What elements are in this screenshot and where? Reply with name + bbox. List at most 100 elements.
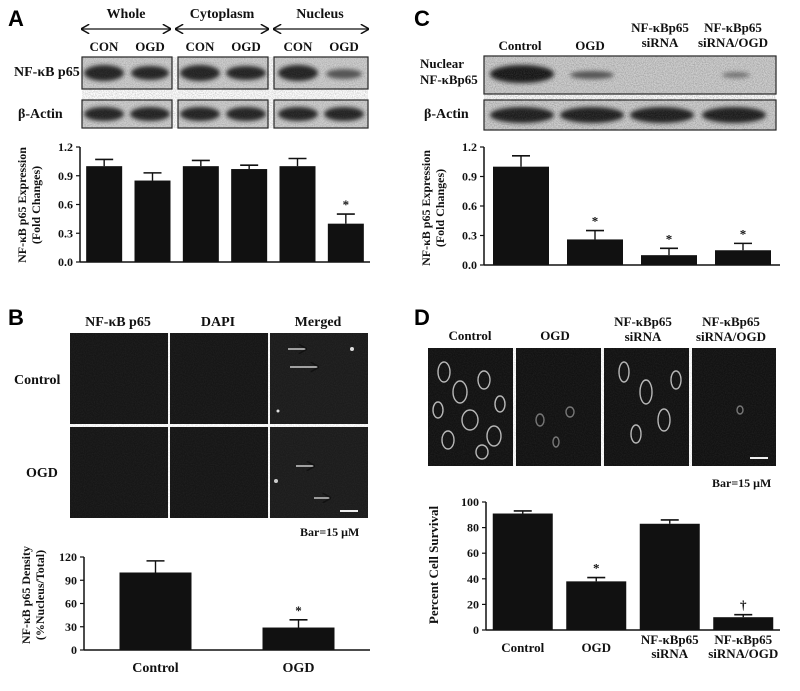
bar [566, 581, 627, 630]
y-tick-label: 60 [65, 597, 77, 611]
y-tick-label: 1.2 [462, 140, 477, 154]
group-label-whole: Whole [107, 7, 146, 22]
panel-letter-a: A [8, 6, 24, 31]
y-tick-label: 80 [467, 521, 479, 535]
column-label-control-d: Control [448, 328, 491, 343]
y-tick-label: 0 [71, 643, 77, 657]
panel-letter-d: D [414, 305, 430, 330]
bar [134, 180, 171, 262]
group-label-cytoplasm: Cytoplasm [190, 7, 255, 22]
row-label-control: Control [14, 373, 61, 388]
y-axis-label-b: NF-κB p65 Density [19, 546, 33, 644]
lane-label-sirna-ogd: NF-κBp65 siRNA/OGD [698, 20, 768, 50]
bar-chart-d: 0 20 40 60 80 100 Control * OGD NF-κBp65 siRNA † NF-… [461, 495, 780, 661]
y-tick-label: 90 [65, 573, 77, 587]
group-label-nucleus: Nucleus [296, 7, 344, 22]
column-label-nfkb: NF-κB p65 [85, 315, 151, 330]
microscopy-grid-b [70, 333, 368, 518]
bar [493, 166, 549, 265]
category-label: OGD [581, 640, 611, 655]
bar [713, 617, 774, 630]
panel-b: B NF-κB p65 DAPI Merged Control OGD Bar=… [8, 305, 370, 676]
bar [262, 627, 335, 650]
column-label-dapi: DAPI [201, 315, 235, 330]
y-tick-label: 0.0 [462, 258, 477, 272]
y-axis-label-c-unit: (Fold Changes) [433, 169, 447, 247]
y-tick-label: 60 [467, 546, 479, 560]
bar-chart-b: 0 30 60 90 120 Control * OGD [59, 550, 370, 676]
category-label: NF-κBp65 siRNA [641, 632, 699, 661]
row-label-ogd: OGD [26, 466, 58, 481]
category-label: Control [501, 640, 544, 655]
panel-letter-b: B [8, 305, 24, 330]
western-blot-a [81, 56, 369, 129]
bar [492, 513, 553, 630]
blot-row-label-actin: β-Actin [18, 107, 63, 122]
scale-bar-label-b: Bar=15 μM [300, 525, 359, 539]
y-tick-label: 0.6 [58, 198, 73, 212]
lane-label-ogd: OGD [575, 38, 605, 53]
lane-label: CON [186, 39, 216, 54]
blot-row-label-nfkbp65: NF-κBp65 [420, 72, 478, 87]
significance-mark: † [740, 598, 747, 613]
lane-label: CON [284, 39, 314, 54]
y-tick-label: 0 [473, 623, 479, 637]
y-tick-label: 20 [467, 597, 479, 611]
microscopy-row-d [428, 348, 776, 466]
y-tick-label: 0.9 [462, 170, 477, 184]
y-axis-label-d: Percent Cell Survival [426, 506, 441, 625]
western-blot-c [483, 55, 777, 131]
category-label: Control [132, 661, 179, 676]
bar [715, 250, 771, 265]
bar [119, 572, 192, 650]
y-tick-label: 40 [467, 572, 479, 586]
bar-chart-c: 0.0 0.3 0.6 0.9 1.2 * * * [462, 140, 780, 272]
y-tick-label: 100 [461, 495, 479, 509]
scale-bar-label-d: Bar=15 μM [712, 476, 771, 490]
bar [182, 166, 219, 262]
y-axis-label-c: NF-κB p65 Expression [419, 150, 433, 266]
lane-label-sirna: NF-κBp65 siRNA [631, 20, 689, 50]
significance-mark: * [593, 561, 600, 576]
column-label-sirna-ogd-d: NF-κBp65 siRNA/OGD [696, 314, 766, 344]
y-axis-label-b-unit: (%Nucleus/Total) [33, 550, 47, 640]
lane-label: CON [90, 39, 120, 54]
column-label-ogd-d: OGD [540, 328, 570, 343]
y-tick-label: 0.3 [462, 229, 477, 243]
lane-label: OGD [135, 39, 165, 54]
significance-mark: * [295, 603, 302, 618]
panel-a: A Whole Cytoplasm Nucleus CON OGD CON OG… [8, 6, 370, 269]
y-tick-label: 1.2 [58, 140, 73, 154]
bar [327, 223, 364, 262]
panel-letter-c: C [414, 6, 430, 31]
bar [639, 523, 700, 630]
significance-mark: * [740, 226, 747, 241]
bar [279, 166, 316, 262]
lane-label: OGD [231, 39, 261, 54]
bar [641, 255, 697, 265]
significance-mark: * [666, 231, 673, 246]
lane-label-control: Control [498, 38, 541, 53]
bar [231, 169, 268, 262]
panel-d: D Control OGD NF-κBp65 siRNA NF-κBp65 siRN… [414, 305, 780, 661]
significance-mark: * [592, 214, 599, 229]
blot-row-label-nuclear: Nuclear [420, 56, 464, 71]
y-tick-label: 0.0 [58, 255, 73, 269]
significance-mark: * [343, 197, 350, 212]
blot-row-label-p65: NF-κB p65 [14, 65, 80, 80]
column-label-merged: Merged [295, 315, 342, 330]
bar [567, 239, 623, 265]
y-tick-label: 0.9 [58, 169, 73, 183]
y-tick-label: 120 [59, 550, 77, 564]
y-tick-label: 30 [65, 620, 77, 634]
blot-row-label-actin-c: β-Actin [424, 107, 469, 122]
lane-label: OGD [329, 39, 359, 54]
bar [86, 166, 123, 262]
y-tick-label: 0.6 [462, 199, 477, 213]
y-axis-label-a: NF-κB p65 Expression [15, 147, 29, 263]
category-label: NF-κBp65 siRNA/OGD [708, 632, 778, 661]
y-axis-label-a-unit: (Fold Changes) [29, 166, 43, 244]
y-tick-label: 0.3 [58, 226, 73, 240]
bar-chart-a: 0.0 0.3 0.6 0.9 1.2 * [58, 140, 370, 269]
